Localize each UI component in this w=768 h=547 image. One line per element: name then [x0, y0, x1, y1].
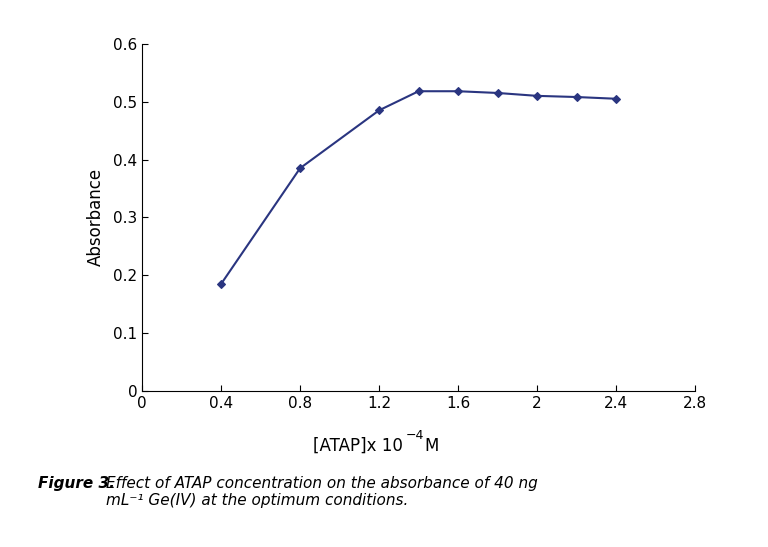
Y-axis label: Absorbance: Absorbance [87, 168, 104, 266]
Text: Figure 3.: Figure 3. [38, 476, 115, 491]
Text: M: M [425, 437, 439, 455]
Text: −4: −4 [406, 429, 424, 443]
Text: Effect of ATAP concentration on the absorbance of 40 ng
mL⁻¹ Ge(IV) at the optim: Effect of ATAP concentration on the abso… [106, 476, 538, 508]
Text: [ATAP]x 10: [ATAP]x 10 [313, 437, 403, 455]
